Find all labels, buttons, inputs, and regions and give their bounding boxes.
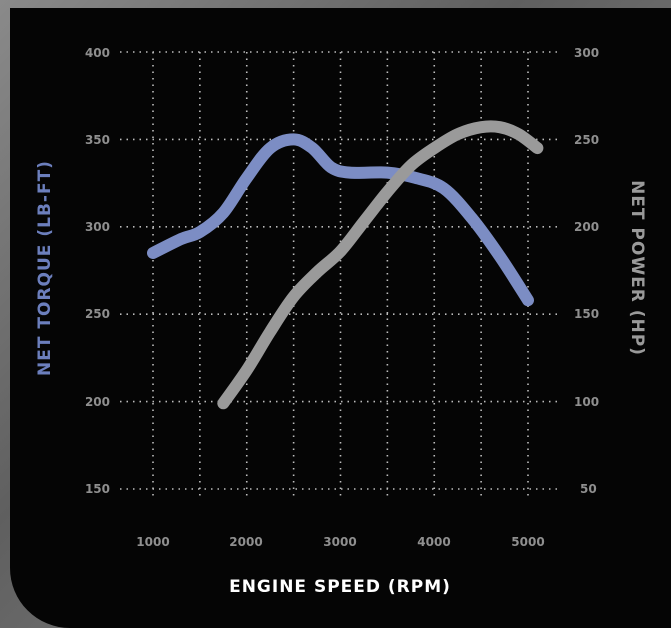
left-tick-0: 400	[85, 46, 110, 60]
right-tick-2: 200	[574, 220, 599, 234]
x-tick-4: 5000	[511, 535, 544, 549]
left-axis-title: NET TORQUE (LB-FT)	[35, 160, 55, 376]
x-tick-2: 3000	[323, 535, 356, 549]
x-axis-ticks: 1000 2000 3000 4000 5000	[136, 535, 544, 549]
right-axis-title: NET POWER (HP)	[627, 180, 647, 356]
grid-lines	[120, 51, 562, 497]
x-tick-3: 4000	[417, 535, 450, 549]
x-tick-0: 1000	[136, 535, 169, 549]
x-tick-1: 2000	[229, 535, 262, 549]
power-series-line	[217, 120, 544, 410]
left-tick-3: 250	[85, 307, 110, 321]
right-tick-1: 250	[574, 133, 599, 147]
left-tick-5: 150	[85, 482, 110, 496]
right-axis-ticks: 300 250 200 150 100 50	[574, 46, 599, 496]
left-tick-2: 300	[85, 220, 110, 234]
right-tick-5: 50	[580, 482, 597, 496]
series-layer	[147, 120, 544, 410]
torque-series-line	[147, 133, 534, 307]
left-tick-4: 200	[85, 395, 110, 409]
left-axis-ticks: 400 350 300 250 200 150	[85, 46, 110, 496]
left-tick-1: 350	[85, 133, 110, 147]
right-tick-3: 150	[574, 307, 599, 321]
right-tick-0: 300	[574, 46, 599, 60]
right-tick-4: 100	[574, 395, 599, 409]
x-axis-title: ENGINE SPEED (RPM)	[229, 577, 451, 597]
